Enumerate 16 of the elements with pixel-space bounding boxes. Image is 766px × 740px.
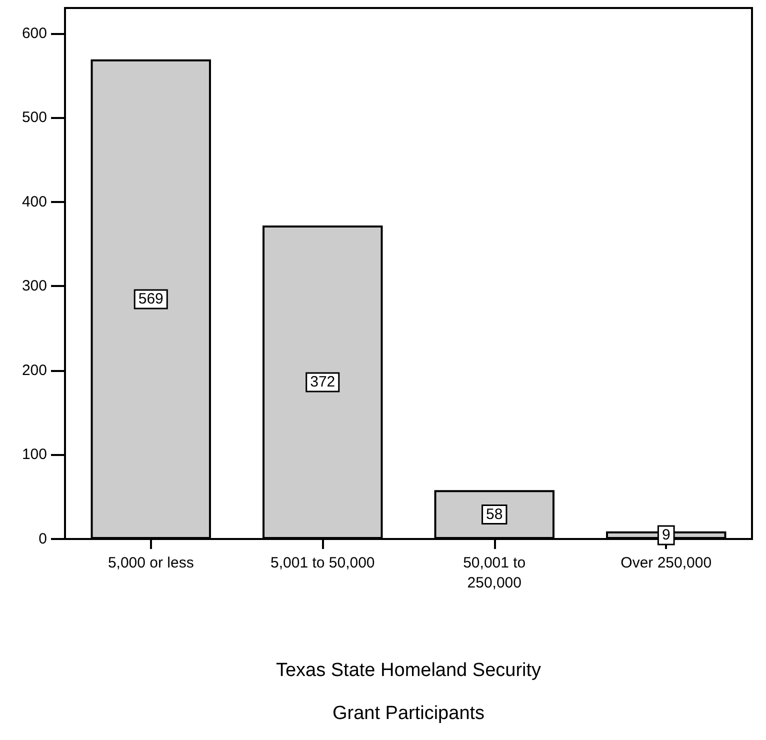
data-label: 58 (486, 506, 503, 524)
y-tick-label: 100 (22, 446, 47, 464)
y-tick-label: 500 (22, 109, 47, 126)
x-tick-label: 50,001 to 250,000 (463, 554, 526, 592)
y-tick-label: 0 (38, 530, 47, 548)
x-axis-title: Texas State Homeland Security Grant Participants (276, 660, 542, 724)
y-tick-label: 600 (22, 24, 47, 42)
x-tick-label: Over 250,000 (620, 554, 712, 572)
y-tick-label: 400 (22, 193, 47, 210)
y-tick-label: 300 (22, 278, 47, 295)
x-tick-label: 5,000 or less (108, 554, 194, 572)
y-tick-label: 200 (22, 362, 47, 379)
data-label: 569 (138, 290, 164, 308)
data-label: 372 (310, 374, 336, 391)
data-label: 9 (662, 526, 670, 544)
x-tick-label: 5,001 to 50,000 (270, 554, 375, 572)
